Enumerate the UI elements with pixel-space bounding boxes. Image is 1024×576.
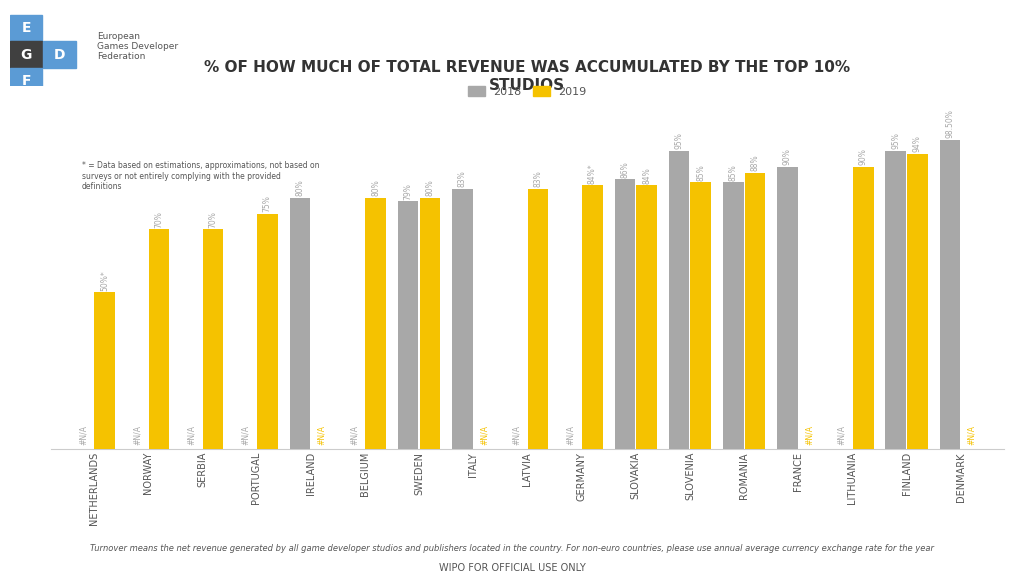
Title: % OF HOW MUCH OF TOTAL REVENUE WAS ACCUMULATED BY THE TOP 10%
STUDIOS: % OF HOW MUCH OF TOTAL REVENUE WAS ACCUM… bbox=[205, 60, 850, 93]
Text: 95%: 95% bbox=[891, 132, 900, 149]
Bar bbox=[203, 229, 223, 449]
Bar bbox=[669, 151, 689, 449]
Text: 86%: 86% bbox=[621, 161, 630, 177]
Text: Turnover means the net revenue generated by all game developer studios and publi: Turnover means the net revenue generated… bbox=[90, 544, 934, 553]
Text: 88%: 88% bbox=[751, 154, 760, 171]
Bar bbox=[940, 140, 961, 449]
Legend: 2018, 2019: 2018, 2019 bbox=[464, 82, 591, 101]
Bar bbox=[420, 198, 440, 449]
Text: #N/A: #N/A bbox=[566, 425, 575, 445]
Text: #N/A: #N/A bbox=[967, 425, 976, 445]
Text: 79%: 79% bbox=[403, 183, 413, 199]
Bar bbox=[398, 201, 419, 449]
Text: 50%*: 50%* bbox=[100, 270, 110, 291]
Text: 90%: 90% bbox=[783, 148, 792, 165]
Bar bbox=[723, 182, 743, 449]
Bar bbox=[452, 188, 473, 449]
Text: 90%: 90% bbox=[859, 148, 867, 165]
Text: #N/A: #N/A bbox=[187, 425, 196, 445]
Text: 75%: 75% bbox=[263, 195, 271, 212]
Bar bbox=[290, 198, 310, 449]
Bar bbox=[10, 16, 43, 41]
Text: G: G bbox=[20, 48, 32, 62]
Text: 84%*: 84%* bbox=[588, 163, 597, 184]
Text: #N/A: #N/A bbox=[241, 425, 250, 445]
Text: #N/A: #N/A bbox=[479, 425, 488, 445]
Text: 84%: 84% bbox=[642, 167, 651, 184]
Text: #N/A: #N/A bbox=[837, 425, 846, 445]
Text: 83%: 83% bbox=[458, 170, 467, 187]
Text: 83%: 83% bbox=[534, 170, 543, 187]
Bar bbox=[614, 179, 635, 449]
Bar bbox=[907, 154, 928, 449]
Text: 80%: 80% bbox=[425, 180, 434, 196]
Bar bbox=[744, 173, 765, 449]
Text: 70%: 70% bbox=[209, 211, 218, 228]
Text: 98.50%: 98.50% bbox=[945, 109, 954, 138]
Text: #N/A: #N/A bbox=[349, 425, 358, 445]
Text: #N/A: #N/A bbox=[133, 425, 141, 445]
Bar bbox=[528, 188, 549, 449]
Bar bbox=[886, 151, 906, 449]
Bar bbox=[690, 182, 711, 449]
Text: 85%: 85% bbox=[696, 164, 706, 181]
Text: 80%: 80% bbox=[295, 180, 304, 196]
Bar bbox=[853, 166, 873, 449]
Text: #N/A: #N/A bbox=[805, 425, 814, 445]
Bar bbox=[148, 229, 169, 449]
Text: 85%: 85% bbox=[729, 164, 737, 181]
Bar bbox=[94, 292, 115, 449]
Text: 70%: 70% bbox=[155, 211, 164, 228]
Bar bbox=[10, 41, 43, 68]
Bar bbox=[636, 185, 656, 449]
Text: 80%: 80% bbox=[371, 180, 380, 196]
Bar bbox=[257, 214, 278, 449]
Bar bbox=[10, 68, 43, 94]
Bar bbox=[777, 166, 798, 449]
Bar bbox=[43, 41, 76, 68]
Text: * = Data based on estimations, approximations, not based on
surveys or not entir: * = Data based on estimations, approxima… bbox=[82, 161, 319, 191]
Text: #N/A: #N/A bbox=[79, 425, 88, 445]
Text: F: F bbox=[22, 74, 31, 88]
Text: 95%: 95% bbox=[675, 132, 684, 149]
Text: #N/A: #N/A bbox=[317, 425, 326, 445]
Bar bbox=[582, 185, 603, 449]
Text: 94%: 94% bbox=[913, 135, 922, 153]
Text: D: D bbox=[54, 48, 66, 62]
Text: European
Games Developer
Federation: European Games Developer Federation bbox=[97, 32, 178, 62]
Bar bbox=[366, 198, 386, 449]
Text: E: E bbox=[22, 21, 31, 35]
Text: #N/A: #N/A bbox=[512, 425, 521, 445]
Text: WIPO FOR OFFICIAL USE ONLY: WIPO FOR OFFICIAL USE ONLY bbox=[438, 563, 586, 573]
